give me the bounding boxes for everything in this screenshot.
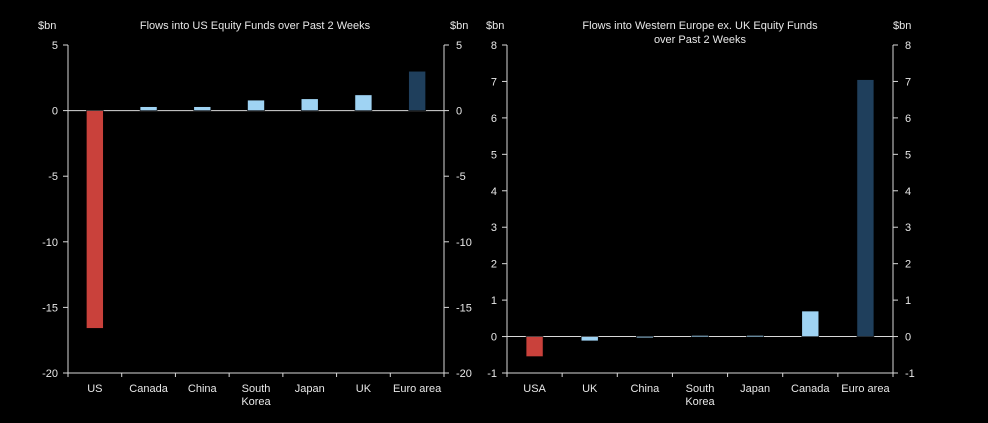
unit-label-left: $bn [486, 20, 504, 32]
y-tick-label-right: 3 [905, 222, 911, 234]
bar-uk [354, 94, 373, 111]
y-tick-label-right: 5 [456, 40, 462, 52]
x-tick-label: Japan [740, 383, 770, 395]
plot-area: 8 8 7 7 6 6 5 5 4 4 3 3 2 2 1 1 0 0 -1 -1 USA UK China SouthKor… [487, 40, 915, 408]
bar-japan [746, 335, 764, 338]
chart-title: Flows into US Equity Funds over Past 2 W… [140, 20, 371, 32]
x-tick-label: UK [582, 383, 598, 395]
y-tick-label-right: -1 [905, 368, 915, 380]
bar-uk [580, 336, 599, 342]
x-tick-label: China [630, 383, 660, 395]
y-tick-label-left: 2 [491, 259, 497, 271]
y-tick-label-left: 1 [491, 295, 497, 307]
bar-us [86, 110, 104, 329]
x-tick-label: USA [523, 383, 546, 395]
unit-label-right: $bn [450, 20, 468, 32]
plot-area: 5 5 0 0 -5 -5 -10 -10 -15 -15 -20 -20 US Canada China S… [42, 40, 472, 408]
chart-title-line-1: Flows into Western Europe ex. UK Equity … [582, 20, 818, 32]
y-tick-label-right: -15 [456, 302, 472, 314]
x-tick-label: UK [356, 383, 372, 395]
y-tick-label-right: -10 [456, 237, 472, 249]
unit-label-left: $bn [38, 20, 56, 32]
x-tick-label: South [242, 383, 271, 395]
x-tick-label: Japan [295, 383, 325, 395]
bar-south-korea [247, 99, 265, 111]
y-tick-label-left: -10 [42, 237, 58, 249]
y-tick-label-right: -5 [456, 171, 466, 183]
y-tick-label-left: 0 [491, 332, 497, 344]
y-tick-label-left: 3 [491, 222, 497, 234]
bar-canada [139, 106, 158, 111]
y-tick-label-right: 2 [905, 259, 911, 271]
y-tick-label-right: 8 [905, 40, 911, 52]
y-tick-label-right: 6 [905, 113, 911, 125]
chart-title-line-2: over Past 2 Weeks [654, 34, 747, 46]
bar-japan [300, 98, 319, 111]
y-tick-label-left: 0 [52, 106, 58, 118]
y-tick-label-right: -20 [456, 368, 472, 380]
y-tick-label-left: -20 [42, 368, 58, 380]
bar-euro-area [856, 79, 875, 337]
y-tick-label-right: 4 [905, 186, 911, 198]
chart-us-equity-flows: $bn $bn Flows into US Equity Funds over … [38, 20, 472, 408]
x-tick-label: China [188, 383, 218, 395]
bar-usa [525, 336, 544, 357]
x-tick-label: US [87, 383, 102, 395]
bar-south-korea [691, 335, 709, 338]
x-tick-label: Euro area [393, 383, 442, 395]
unit-label-right: $bn [893, 20, 911, 32]
y-tick-label-right: 0 [456, 106, 462, 118]
bar-china [636, 336, 654, 339]
y-tick-label-left: -1 [487, 368, 497, 380]
y-tick-label-left: 5 [52, 40, 58, 52]
x-tick-label: Korea [685, 396, 715, 408]
x-tick-label: Korea [241, 396, 271, 408]
y-tick-label-right: 5 [905, 149, 911, 161]
x-tick-label: Canada [791, 383, 830, 395]
bar-china [193, 106, 212, 111]
y-tick-label-left: -5 [48, 171, 58, 183]
bar-euro-area [408, 70, 426, 111]
y-tick-label-left: 4 [491, 186, 497, 198]
x-tick-label: Canada [129, 383, 168, 395]
y-tick-label-right: 1 [905, 295, 911, 307]
y-tick-label-right: 0 [905, 332, 911, 344]
y-tick-label-right: 7 [905, 76, 911, 88]
x-tick-label: South [686, 383, 715, 395]
bar-canada [801, 310, 820, 337]
y-tick-label-left: -15 [42, 302, 58, 314]
x-tick-label: Euro area [841, 383, 890, 395]
y-tick-label-left: 5 [491, 149, 497, 161]
y-tick-label-left: 6 [491, 113, 497, 125]
chart-western-europe-equity-flows: $bn $bn Flows into Western Europe ex. UK… [486, 20, 915, 408]
y-tick-label-left: 8 [491, 40, 497, 52]
y-tick-label-left: 7 [491, 76, 497, 88]
